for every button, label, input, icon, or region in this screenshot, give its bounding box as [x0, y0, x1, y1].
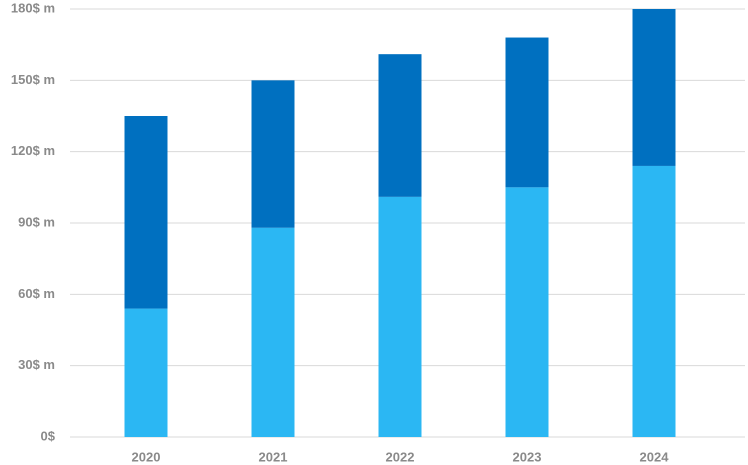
bar-segment — [124, 308, 168, 437]
bar-segment — [505, 37, 549, 188]
x-tick-label: 2021 — [259, 449, 288, 464]
x-tick-label: 2024 — [640, 449, 670, 464]
x-tick-label: 2020 — [132, 449, 161, 464]
x-tick-label: 2023 — [513, 449, 542, 464]
y-tick-label: 60$ m — [18, 286, 55, 301]
y-tick-label: 180$ m — [11, 0, 55, 15]
bar-segment — [124, 116, 168, 309]
y-tick-label: 150$ m — [11, 72, 55, 87]
y-tick-label: 120$ m — [11, 143, 55, 158]
bar-segment — [632, 165, 676, 437]
bar-segment — [251, 227, 295, 437]
bar-segment — [505, 187, 549, 437]
bar-segment — [251, 80, 295, 228]
y-tick-label: 0$ — [41, 428, 56, 443]
y-tick-label: 30$ m — [18, 357, 55, 372]
y-tick-label: 90$ m — [18, 214, 55, 229]
bar-segment — [378, 54, 422, 197]
bar-segment — [632, 9, 676, 166]
bar-segment — [378, 196, 422, 437]
x-tick-label: 2022 — [386, 449, 415, 464]
